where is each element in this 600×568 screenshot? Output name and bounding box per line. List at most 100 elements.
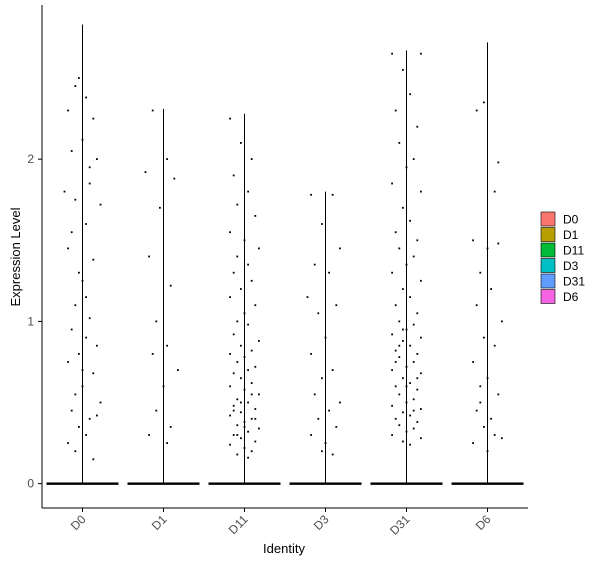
zero-band-d1: [127, 482, 200, 485]
point-d11-46: [232, 434, 235, 436]
point-d11-27: [254, 365, 257, 368]
point-d31-0: [391, 52, 393, 55]
point-d31-2: [402, 69, 404, 71]
legend-swatch-d6: [540, 289, 556, 304]
point-d31-29: [402, 340, 404, 342]
x-tick-label-d3: D3: [311, 512, 332, 533]
point-d0-0: [78, 77, 80, 79]
point-d11-40: [229, 414, 231, 417]
point-d0-5: [81, 138, 84, 141]
point-d31-10: [420, 190, 422, 193]
point-d11-30: [240, 377, 242, 380]
point-d0-12: [85, 223, 87, 225]
legend-swatch-d1: [540, 227, 556, 242]
point-d6-16: [475, 409, 478, 412]
point-d0-3: [67, 109, 69, 112]
point-d6-18: [483, 426, 485, 428]
point-d1-1: [166, 158, 168, 160]
point-d31-37: [420, 372, 422, 375]
legend-label-d3: D3: [563, 259, 579, 273]
point-d31-62: [405, 385, 408, 388]
zero-band-d0: [46, 482, 119, 485]
point-d31-43: [412, 398, 415, 401]
point-d0-2: [85, 96, 87, 99]
point-d31-45: [391, 404, 393, 407]
point-d11-6: [254, 215, 257, 217]
point-d1-4: [159, 206, 161, 209]
zero-band-d31: [370, 482, 443, 485]
point-d31-12: [409, 219, 411, 222]
point-d6-14: [479, 385, 482, 388]
point-d31-20: [402, 288, 404, 290]
point-d11-59: [254, 417, 257, 420]
point-d31-41: [416, 388, 419, 391]
point-d31-5: [416, 125, 419, 128]
point-d11-9: [258, 247, 260, 250]
point-d31-50: [416, 421, 419, 423]
point-d6-2: [493, 190, 496, 193]
x-tick-label-d0: D0: [68, 512, 89, 533]
point-d31-46: [420, 408, 422, 410]
point-d3-2: [321, 223, 323, 225]
point-d3-21: [331, 453, 334, 456]
point-d1-9: [151, 353, 154, 355]
x-tick-label-d1: D1: [149, 512, 170, 533]
point-d0-32: [67, 442, 69, 444]
point-d1-11: [162, 385, 165, 388]
point-d11-37: [232, 404, 235, 407]
point-d31-15: [398, 247, 401, 250]
legend-swatch-d0: [540, 211, 556, 227]
point-d11-38: [254, 408, 257, 410]
point-d3-19: [324, 442, 327, 444]
point-d31-27: [391, 333, 393, 336]
point-d31-38: [402, 377, 404, 380]
point-d6-22: [501, 437, 503, 440]
point-d31-35: [405, 365, 408, 368]
point-d31-49: [394, 417, 397, 420]
point-d6-19: [493, 434, 496, 436]
point-d11-41: [250, 417, 253, 420]
point-d11-34: [258, 393, 260, 396]
point-d6-1: [475, 109, 478, 112]
point-d6-24: [497, 161, 500, 164]
point-d3-14: [339, 401, 341, 404]
point-d31-14: [416, 239, 419, 242]
point-d1-2: [144, 171, 147, 173]
point-d31-18: [391, 271, 393, 274]
point-d31-39: [409, 382, 411, 384]
point-d11-0: [229, 117, 231, 120]
point-d6-3: [472, 239, 474, 242]
point-d3-6: [306, 296, 309, 298]
point-d11-47: [240, 437, 242, 440]
point-d31-25: [412, 323, 415, 326]
point-d31-28: [420, 336, 422, 339]
point-d11-58: [236, 434, 239, 436]
point-d3-4: [313, 263, 316, 266]
y-tick-label-2: 2: [27, 152, 34, 166]
point-d11-57: [250, 393, 253, 396]
point-d3-17: [335, 426, 338, 428]
point-d0-33: [96, 414, 98, 417]
point-d3-9: [324, 336, 327, 339]
point-d11-48: [254, 440, 257, 443]
point-d11-4: [247, 190, 249, 193]
point-d11-33: [243, 388, 246, 391]
point-d0-31: [85, 434, 87, 436]
point-d11-54: [232, 409, 235, 412]
point-d11-16: [254, 304, 257, 307]
point-d31-55: [420, 437, 422, 440]
point-d31-4: [394, 109, 397, 112]
point-d0-13: [67, 247, 69, 250]
point-d31-23: [416, 312, 419, 315]
point-d31-36: [391, 369, 393, 371]
point-d0-1: [74, 85, 77, 87]
legend-label-d11: D11: [563, 244, 584, 258]
point-d31-7: [412, 158, 415, 160]
point-d0-17: [74, 304, 77, 307]
point-d31-44: [405, 401, 408, 404]
point-d0-38: [70, 231, 73, 234]
point-d1-7: [155, 320, 158, 323]
point-d0-9: [63, 190, 66, 193]
point-d1-3: [173, 177, 176, 180]
point-d11-7: [229, 231, 231, 234]
